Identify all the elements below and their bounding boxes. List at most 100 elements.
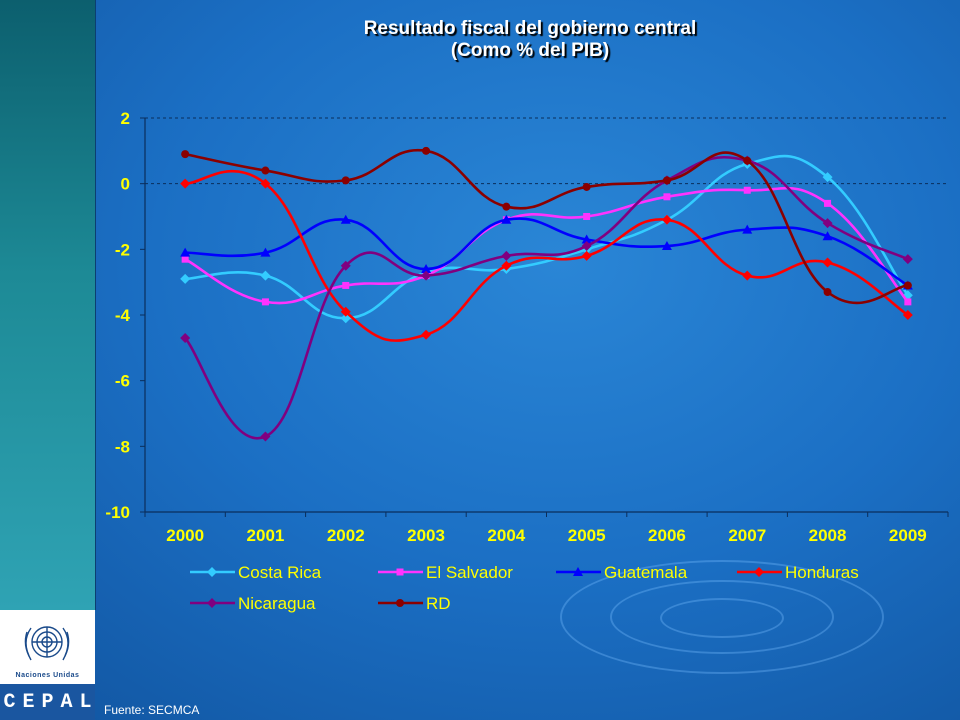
data-point-costa-rica: [260, 270, 271, 281]
legend-item-guatemala: Guatemala: [556, 563, 688, 582]
legend-label-guatemala: Guatemala: [604, 563, 688, 582]
legend-item-costa-rica: Costa Rica: [190, 563, 322, 582]
data-point-honduras: [421, 329, 432, 340]
data-point-nicaragua: [581, 241, 592, 252]
un-label: Naciones Unidas: [15, 672, 80, 679]
legend-label-nicaragua: Nicaragua: [238, 594, 316, 613]
legend-marker-costa-rica: [207, 567, 217, 577]
data-point-honduras: [180, 178, 191, 189]
data-point-guatemala: [742, 224, 753, 234]
data-point-guatemala: [581, 234, 592, 244]
data-point-el-salvador: [824, 199, 832, 207]
chart-title-line1: Resultado fiscal del gobierno central: [363, 18, 697, 39]
x-tick-label: 2003: [407, 526, 445, 545]
legend-item-nicaragua: Nicaragua: [190, 594, 316, 613]
legend-marker-el-salvador: [396, 568, 404, 576]
y-tick-label: 2: [121, 109, 130, 128]
data-point-nicaragua: [340, 260, 351, 271]
data-point-rd: [743, 156, 752, 165]
data-point-el-salvador: [663, 193, 671, 201]
legend-item-rd: RD: [378, 594, 451, 613]
data-point-rd: [823, 288, 832, 297]
series-honduras: [180, 169, 913, 342]
data-point-nicaragua: [260, 431, 271, 442]
grid-layer: [145, 117, 948, 185]
cepal-letter: E: [22, 690, 35, 714]
data-point-guatemala: [501, 214, 512, 224]
data-point-rd: [502, 202, 511, 211]
data-point-honduras: [742, 270, 753, 281]
legend-label-honduras: Honduras: [785, 563, 859, 582]
axis-layer: 2 0 -2 -4 -6 -8 -10 2000 2001 2002 2003 2004 2005 200…: [105, 109, 949, 545]
data-point-el-salvador: [261, 298, 269, 306]
data-point-rd: [261, 166, 270, 175]
y-tick-label: 0: [121, 175, 130, 194]
data-point-guatemala: [340, 214, 351, 224]
data-point-el-salvador: [583, 213, 591, 220]
cepal-letter: C: [3, 690, 16, 714]
water-ripple-decoration: [610, 580, 834, 654]
data-point-honduras: [260, 178, 271, 189]
data-point-honduras: [581, 250, 592, 261]
legend-item-honduras: Honduras: [737, 563, 859, 582]
source-note: Fuente: SECMCA: [104, 703, 200, 717]
y-tick-label: -2: [115, 240, 130, 259]
x-tick-label: 2004: [487, 526, 525, 545]
cepal-letter: P: [41, 690, 54, 714]
data-point-guatemala: [260, 247, 271, 257]
data-point-rd: [341, 176, 350, 185]
legend-marker-guatemala: [573, 567, 583, 576]
x-tick-label: 2002: [327, 526, 365, 545]
data-point-rd: [422, 146, 431, 155]
series-nicaragua: [180, 155, 913, 442]
series-layer: [180, 146, 913, 442]
data-point-guatemala: [661, 241, 672, 251]
x-tick-label: 2009: [889, 526, 927, 545]
y-tick-label: -6: [115, 372, 130, 391]
cepal-letter: A: [60, 690, 73, 714]
data-point-nicaragua: [421, 270, 432, 281]
data-point-rd: [903, 281, 912, 290]
x-tick-label: 2005: [568, 526, 606, 545]
data-point-honduras: [661, 214, 672, 225]
y-tick-label: -10: [105, 503, 130, 522]
y-tick-label: -4: [115, 306, 131, 325]
legend-marker-nicaragua: [207, 598, 217, 608]
legend-label-costa-rica: Costa Rica: [238, 563, 322, 582]
data-point-costa-rica: [822, 172, 833, 183]
data-point-el-salvador: [181, 255, 189, 263]
water-ripple-decoration: [560, 560, 884, 674]
series-rd: [181, 146, 912, 305]
series-line-el-salvador: [184, 186, 909, 305]
left-accent-bar: [0, 0, 96, 610]
chart-title: Resultado fiscal del gobierno central (C…: [230, 18, 830, 62]
data-point-honduras: [501, 260, 512, 271]
x-tick-label: 2007: [728, 526, 766, 545]
x-tick-label: 2001: [247, 526, 285, 545]
series-line-guatemala: [185, 217, 909, 287]
data-point-nicaragua: [902, 254, 913, 265]
data-point-el-salvador: [342, 281, 350, 289]
data-point-costa-rica: [180, 273, 191, 284]
data-point-rd: [582, 182, 591, 191]
cepal-wordmark: C E P A L: [0, 684, 95, 720]
data-point-honduras: [822, 257, 833, 268]
data-point-el-salvador: [743, 186, 751, 194]
data-point-honduras: [902, 310, 913, 320]
x-tick-label: 2000: [166, 526, 204, 545]
data-point-nicaragua: [180, 332, 191, 343]
series-guatemala: [180, 214, 913, 290]
water-ripple-decoration: [660, 598, 784, 638]
data-point-nicaragua: [501, 250, 512, 261]
series-costa-rica: [180, 154, 913, 324]
data-point-nicaragua: [822, 218, 833, 229]
chart-title-line2: (Como % del PIB): [450, 40, 610, 61]
legend-label-rd: RD: [426, 594, 451, 613]
legend-label-el-salvador: El Salvador: [426, 563, 513, 582]
legend-item-el-salvador: El Salvador: [378, 563, 513, 582]
y-tick-label: -8: [115, 437, 130, 456]
legend: Costa Rica El Salvador Guatemala Honduras Ni…: [190, 563, 859, 613]
series-line-rd: [184, 148, 909, 305]
